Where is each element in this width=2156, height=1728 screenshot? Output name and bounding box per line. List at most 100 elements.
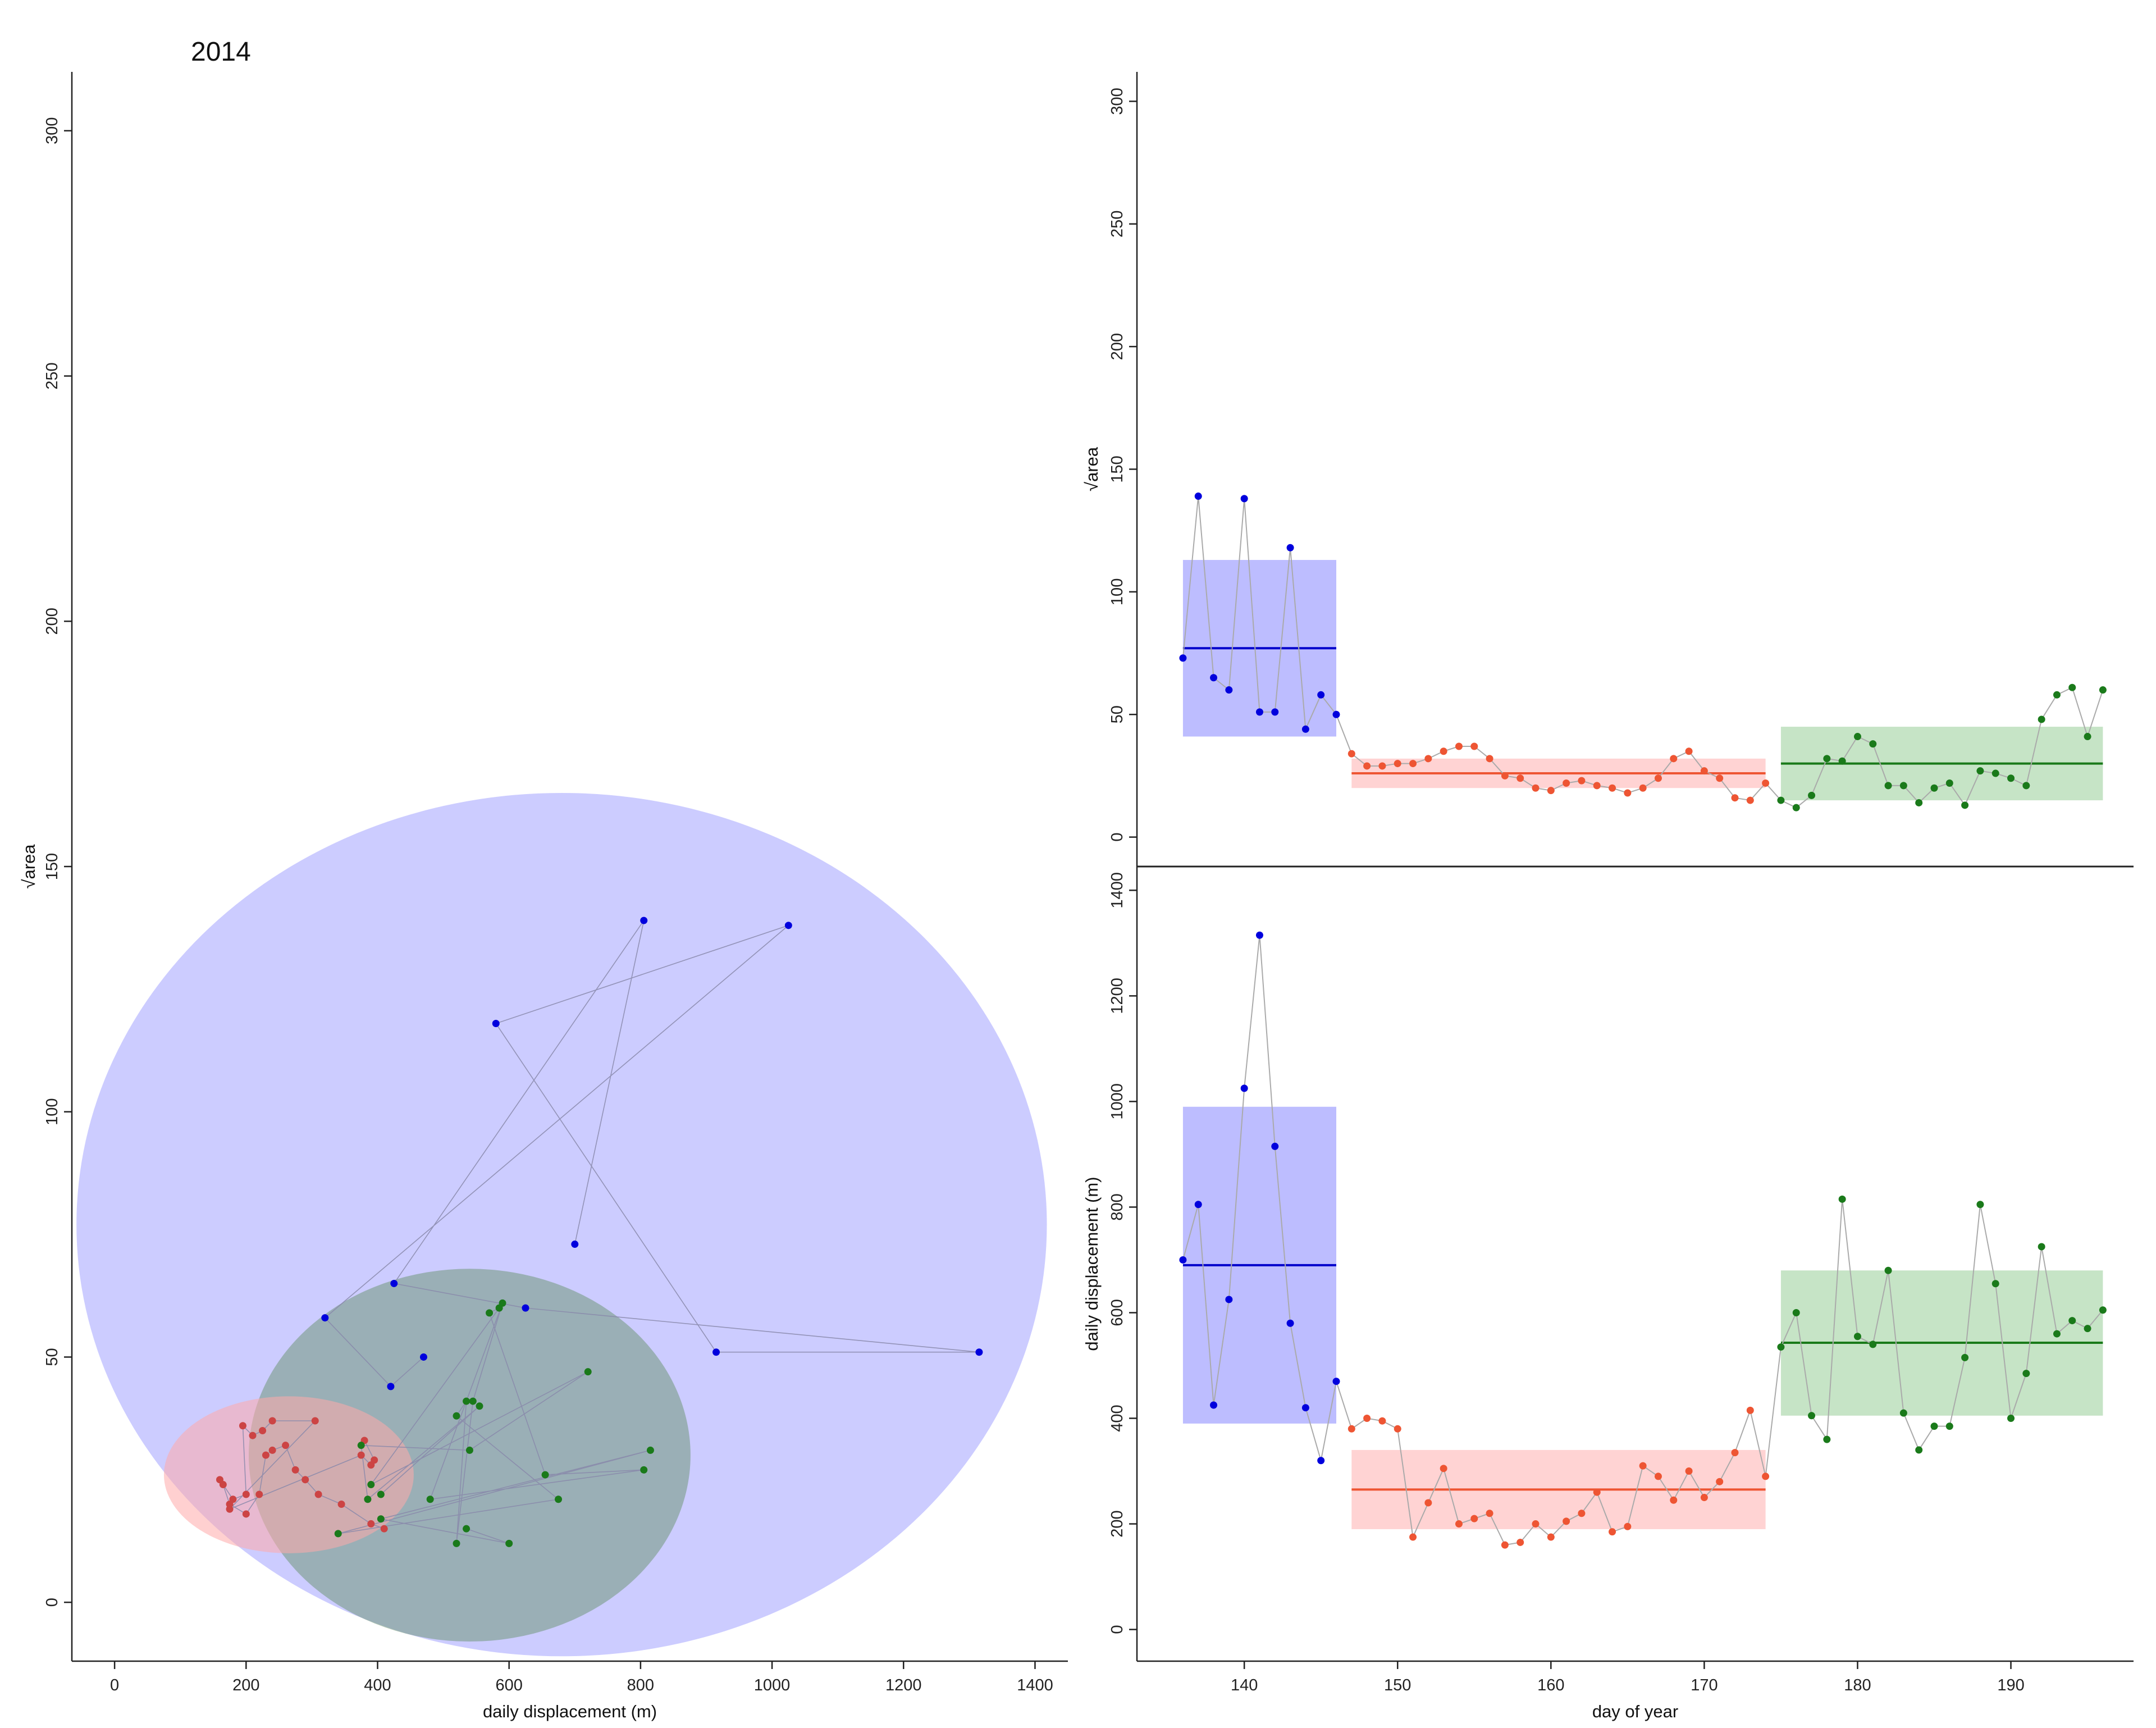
data-point-red: [1639, 1462, 1647, 1470]
y-tick-label: 400: [1108, 1405, 1126, 1431]
data-point-blue: [1271, 1142, 1279, 1150]
y-tick-label: 1000: [1108, 1083, 1126, 1120]
data-point-green: [1930, 1422, 1938, 1430]
data-point-red: [1486, 755, 1493, 763]
data-point-green: [1991, 1280, 1999, 1288]
data-point-red: [226, 1500, 234, 1508]
data-point-red: [1563, 1517, 1570, 1525]
data-point-red: [1578, 1510, 1586, 1517]
confidence-ellipse-green: [248, 1269, 691, 1642]
x-axis-label: day of year: [1592, 1702, 1678, 1721]
data-point-green: [1945, 1422, 1953, 1430]
y-tick-label: 600: [1108, 1299, 1126, 1326]
data-point-red: [1470, 742, 1478, 750]
data-point-red: [268, 1446, 276, 1454]
data-point-green: [2084, 1325, 2091, 1333]
data-point-red: [1486, 1510, 1493, 1517]
y-tick-label: 300: [1108, 88, 1126, 115]
data-point-green: [1869, 1341, 1877, 1348]
y-tick-label: 200: [1108, 333, 1126, 360]
data-point-green: [463, 1525, 471, 1533]
data-point-blue: [1255, 931, 1263, 939]
data-point-green: [1808, 1412, 1816, 1420]
data-point-green: [1884, 782, 1892, 790]
data-point-green: [2038, 1243, 2045, 1251]
data-point-green: [364, 1496, 372, 1503]
y-tick-label: 0: [1108, 1625, 1126, 1634]
data-point-green: [2068, 683, 2076, 691]
confidence-ellipse-red: [163, 1396, 414, 1553]
data-point-blue: [1210, 674, 1218, 682]
data-point-green: [486, 1309, 494, 1317]
data-point-red: [1716, 1478, 1724, 1485]
data-point-red: [1670, 1496, 1678, 1504]
data-point-red: [1409, 760, 1417, 768]
data-point-green: [463, 1397, 471, 1405]
data-point-blue: [640, 917, 648, 924]
data-point-red: [242, 1510, 250, 1518]
data-point-red: [249, 1431, 257, 1439]
x-tick-label: 1200: [885, 1676, 922, 1694]
data-point-blue: [1286, 544, 1294, 551]
data-point-green: [1899, 782, 1907, 790]
data-point-green: [465, 1446, 473, 1454]
data-point-red: [255, 1490, 263, 1498]
data-point-blue: [1317, 1457, 1325, 1465]
data-point-red: [1762, 779, 1770, 787]
data-point-blue: [1225, 1296, 1233, 1303]
x-tick-label: 0: [110, 1676, 119, 1694]
data-point-green: [1792, 1308, 1800, 1316]
data-point-blue: [1332, 710, 1340, 718]
x-tick-label: 200: [232, 1676, 259, 1694]
data-point-red: [1378, 1417, 1386, 1425]
data-point-green: [1991, 769, 1999, 777]
data-point-red: [259, 1426, 267, 1434]
data-point-red: [314, 1490, 322, 1498]
data-point-green: [1823, 1435, 1831, 1443]
data-point-red: [337, 1500, 345, 1508]
data-point-green: [1961, 801, 1969, 809]
data-point-red: [1731, 1449, 1739, 1457]
data-point-red: [1347, 750, 1355, 758]
x-tick-label: 160: [1537, 1676, 1564, 1694]
data-point-green: [1869, 740, 1877, 748]
y-tick-label: 0: [43, 1598, 61, 1607]
x-tick-label: 190: [1997, 1676, 2024, 1694]
data-point-green: [1930, 784, 1938, 792]
data-point-green: [1961, 1353, 1969, 1361]
data-point-green: [2068, 1317, 2076, 1325]
data-point-green: [1976, 767, 1984, 775]
y-tick-label: 100: [43, 1098, 61, 1125]
y-tick-label: 150: [43, 853, 61, 880]
y-tick-label: 250: [1108, 211, 1126, 238]
data-point-red: [1347, 1425, 1355, 1433]
x-tick-label: 1400: [1017, 1676, 1053, 1694]
data-point-blue: [1194, 493, 1202, 500]
x-tick-label: 140: [1231, 1676, 1258, 1694]
data-point-green: [2007, 1415, 2015, 1422]
x-tick-label: 150: [1384, 1676, 1411, 1694]
y-axis-label: daily displacement (m): [1082, 1177, 1102, 1351]
data-point-blue: [571, 1241, 579, 1248]
y-tick-label: 0: [1108, 833, 1126, 842]
data-point-blue: [390, 1279, 398, 1287]
data-point-green: [1853, 733, 1861, 741]
data-point-red: [1378, 762, 1386, 770]
data-point-red: [1363, 762, 1371, 770]
data-point-red: [1746, 796, 1754, 804]
data-point-red: [1716, 774, 1724, 782]
data-point-red: [1563, 779, 1570, 787]
data-point-green: [1792, 804, 1800, 811]
data-point-green: [2038, 715, 2045, 723]
data-point-blue: [1301, 1404, 1309, 1412]
data-point-green: [367, 1481, 375, 1489]
data-point-red: [291, 1466, 299, 1474]
data-point-red: [1670, 755, 1678, 763]
data-point-red: [1547, 787, 1555, 795]
data-point-green: [1945, 779, 1953, 787]
data-point-red: [1609, 1528, 1616, 1536]
data-point-green: [453, 1412, 460, 1420]
data-point-red: [1440, 747, 1447, 755]
y-tick-label: 250: [43, 362, 61, 389]
data-point-blue: [492, 1020, 500, 1028]
